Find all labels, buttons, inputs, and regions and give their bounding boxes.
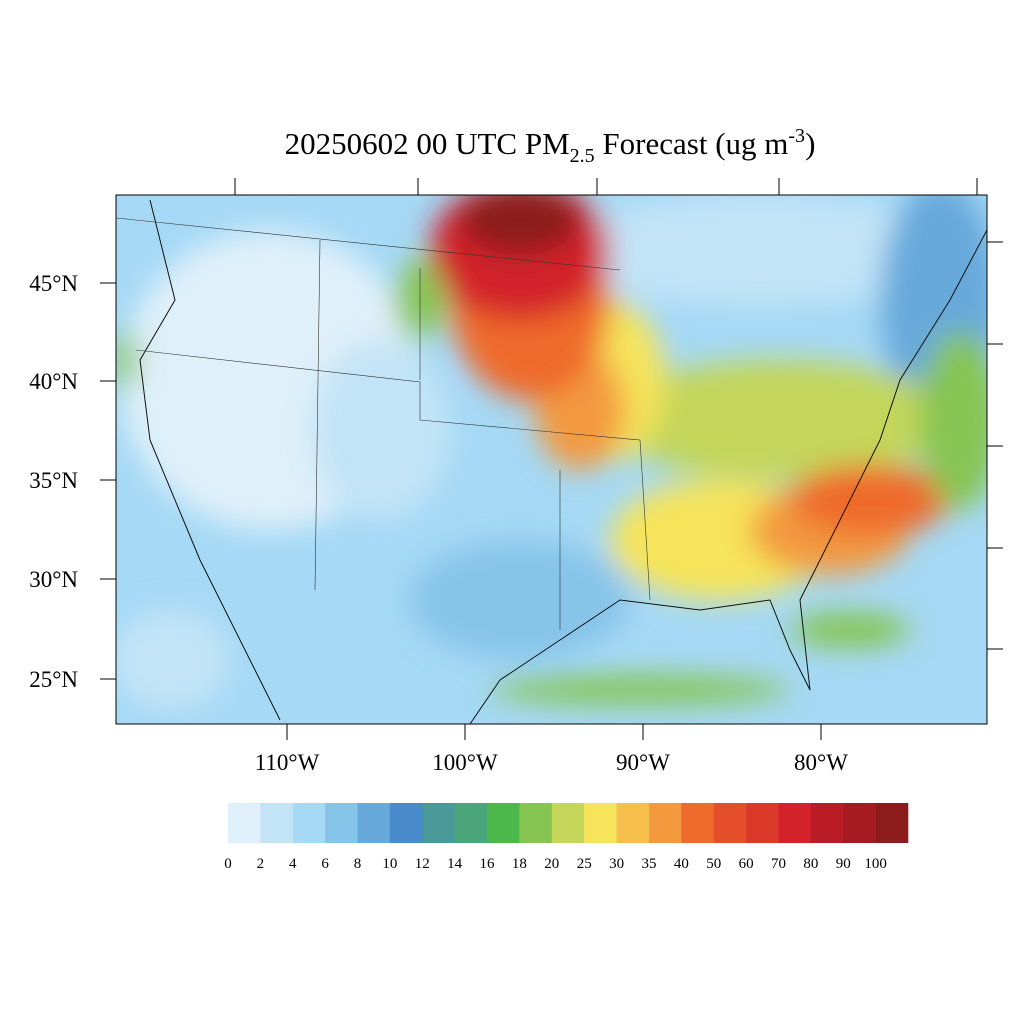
graticule-labels: 45°N 40°N 35°N 30°N 25°N 110°W 100°W 90°W 80°W xyxy=(29,178,1003,775)
colorbar-label: 12 xyxy=(415,856,430,872)
lon-label: 110°W xyxy=(255,750,320,775)
colorbar-label: 40 xyxy=(674,856,689,872)
lon-label: 80°W xyxy=(794,750,848,775)
colorbar-label: 60 xyxy=(739,856,754,872)
concentration-field xyxy=(116,195,987,724)
colorbar-box xyxy=(357,803,391,843)
lat-label: 45°N xyxy=(29,271,78,296)
colorbar-label: 20 xyxy=(544,856,559,872)
colorbar-label: 10 xyxy=(382,856,397,872)
colorbar-box xyxy=(551,803,585,843)
map-frame xyxy=(115,194,988,725)
colorbar-box xyxy=(810,803,844,843)
colorbar-label: 50 xyxy=(706,856,721,872)
lat-label: 40°N xyxy=(29,369,78,394)
colorbar-label: 16 xyxy=(480,856,496,872)
colorbar-box xyxy=(681,803,715,843)
colorbar-label: 0 xyxy=(224,856,232,872)
colorbar-label: 35 xyxy=(641,856,656,872)
colorbar-box xyxy=(778,803,812,843)
colorbar: 0 2 4 6 8 10 12 14 16 18 20 25 30 35 40 50 60 70 80 90 100 xyxy=(224,803,909,872)
colorbar-box xyxy=(875,803,909,843)
lat-label: 30°N xyxy=(29,567,78,592)
colorbar-box xyxy=(389,803,423,843)
lon-label: 90°W xyxy=(616,750,670,775)
colorbar-box xyxy=(713,803,747,843)
title: 20250602 00 UTC PM2.5 Forecast (ug m-3) xyxy=(285,125,816,167)
colorbar-box xyxy=(422,803,455,843)
colorbar-label: 80 xyxy=(803,856,818,872)
colorbar-label: 14 xyxy=(447,856,463,872)
lat-label: 35°N xyxy=(29,468,78,493)
colorbar-label: 100 xyxy=(864,856,887,872)
colorbar-box xyxy=(325,803,358,843)
colorbar-label: 30 xyxy=(609,856,624,872)
colorbar-box xyxy=(260,803,294,843)
colorbar-label: 8 xyxy=(354,856,362,872)
colorbar-label: 6 xyxy=(321,856,329,872)
colorbar-label: 70 xyxy=(771,856,786,872)
colorbar-box xyxy=(519,803,553,843)
colorbar-label: 90 xyxy=(836,856,851,872)
colorbar-box xyxy=(843,803,876,843)
colorbar-box xyxy=(292,803,326,843)
colorbar-box xyxy=(648,803,682,843)
colorbar-box xyxy=(487,803,520,843)
colorbar-box xyxy=(616,803,650,843)
lat-label: 25°N xyxy=(29,667,78,692)
colorbar-box xyxy=(454,803,488,843)
colorbar-label: 18 xyxy=(512,856,527,872)
colorbar-box xyxy=(228,803,261,843)
colorbar-label: 4 xyxy=(289,856,297,872)
colorbar-box xyxy=(746,803,779,843)
colorbar-label: 2 xyxy=(257,856,265,872)
lon-label: 100°W xyxy=(432,750,498,775)
colorbar-label: 25 xyxy=(577,856,592,872)
colorbar-box xyxy=(584,803,617,843)
